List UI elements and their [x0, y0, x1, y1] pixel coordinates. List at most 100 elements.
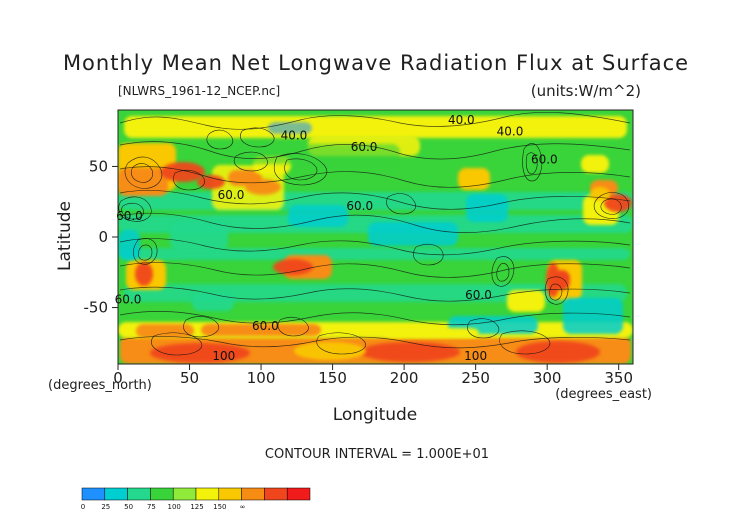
legend-tick-label-5: 100 [168, 503, 181, 511]
contour-label-7: 60.0 [116, 209, 143, 223]
contour-line-7 [119, 262, 631, 278]
contour-label-3: 40.0 [448, 113, 475, 127]
x-axis-note: (degrees_east) [555, 387, 652, 402]
heatmap-hotspot-7 [546, 263, 560, 297]
legend-tick-label-4: 75 [147, 503, 156, 511]
contour-line-24 [491, 256, 515, 287]
plot-axes: 0 50 100 150 200 250 300 350 -50 0 50 [84, 109, 634, 387]
legend-color-10 [286, 487, 311, 501]
heatmap-region-7 [124, 284, 627, 302]
contour-line-19 [600, 198, 622, 215]
contour-line-8 [119, 286, 631, 302]
contour-line-26 [544, 276, 569, 305]
legend-tick-label-1: 0 [81, 503, 85, 511]
heatmap-hotspot-9 [150, 343, 250, 363]
legend-color-7 [218, 487, 242, 501]
contour-label-11: 60.0 [465, 288, 492, 302]
x-tick-label-4: 150 [318, 369, 347, 387]
heatmap-region-31 [118, 230, 140, 260]
legend-color-5 [172, 487, 197, 501]
contour-line-20 [118, 196, 152, 222]
heatmap-hotspot-10 [360, 342, 460, 362]
contour-lines [118, 111, 631, 356]
color-legend: 0 25 50 75 100 125 150 ∞ [81, 487, 311, 511]
legend-tick-label-8: ∞ [240, 503, 246, 511]
contour-line-16 [522, 143, 543, 182]
heatmap-hotspot-5 [273, 259, 313, 275]
heatmap-region-29 [201, 324, 321, 336]
x-tick-label-6: 250 [461, 369, 490, 387]
contour-line-21 [121, 202, 144, 220]
legend-tick-label-2: 25 [101, 503, 110, 511]
x-tick-label-1: 0 [113, 369, 123, 387]
contour-label-9: 60.0 [115, 292, 142, 306]
contour-line-9 [119, 311, 631, 326]
heatmap-region-33 [170, 222, 228, 250]
contour-label-4: 40.0 [497, 124, 524, 138]
contour-labels: 40.0 60.0 40.0 40.0 60.0 60.0 60.0 60.0 60.0 60.0… [115, 113, 558, 363]
chart-title: Monthly Mean Net Longwave Radiation Flux… [63, 51, 689, 75]
legend-tick-label-6: 125 [190, 503, 203, 511]
contour-label-8: 60.0 [346, 199, 373, 213]
y-axis-note: (degrees_north) [48, 378, 152, 393]
contour-label-12: 100 [212, 349, 235, 363]
chart-units: (units:W/m^2) [531, 82, 641, 100]
heatmap-region-32 [192, 293, 234, 311]
contour-line-32 [413, 243, 444, 266]
contour-line-5 [119, 212, 631, 233]
contour-line-6 [119, 238, 631, 256]
contour-line-10 [119, 336, 631, 349]
heatmap-region-3 [118, 322, 633, 338]
x-tick-label-2: 50 [180, 369, 199, 387]
heatmap-hotspot-4 [135, 262, 153, 286]
contour-line-2 [119, 141, 631, 160]
contour-line-15 [173, 169, 205, 191]
legend-color-6 [195, 487, 220, 501]
contour-line-36 [151, 332, 203, 356]
contour-interval-text: CONTOUR INTERVAL = 1.000E+01 [265, 447, 489, 462]
contour-line-38 [499, 330, 551, 355]
heatmap-region-23 [507, 290, 545, 312]
heatmap-region-34 [230, 144, 400, 164]
heatmap-region-30 [384, 328, 479, 338]
x-tick-label-3: 100 [247, 369, 276, 387]
legend-color-2 [104, 487, 128, 501]
contour-line-33 [277, 316, 309, 337]
heatmap-region-4 [118, 192, 633, 210]
heatmap-hotspot-1 [161, 162, 205, 182]
heatmap-region-27 [563, 298, 623, 334]
heatmap-hotspot-11 [516, 341, 600, 363]
heatmap-region-22 [581, 155, 609, 173]
legend-color-4 [150, 487, 174, 501]
contour-label-5: 60.0 [531, 153, 558, 167]
y-tick-label-2: 0 [98, 228, 108, 246]
x-tick-label-8: 350 [604, 369, 633, 387]
legend-tick-label-7: 150 [213, 503, 226, 511]
contour-line-31 [386, 193, 416, 215]
y-tick-label-1: -50 [84, 299, 109, 317]
y-tick-label-3: 50 [89, 157, 108, 175]
heatmap-hotspot-12 [294, 342, 366, 360]
contour-label-13: 100 [464, 349, 487, 363]
legend-color-9 [264, 487, 288, 501]
legend-tick-label-3: 50 [124, 503, 133, 511]
heatmap-hotspot-8 [590, 187, 610, 201]
x-tick-label-7: 300 [533, 369, 562, 387]
heatmap-region-9 [118, 168, 168, 196]
contour-label-10: 60.0 [252, 319, 279, 333]
contour-line-14 [284, 158, 318, 181]
contour-line-1 [119, 111, 631, 130]
contour-line-22 [133, 238, 158, 265]
contour-line-23 [138, 244, 153, 261]
contour-line-25 [496, 263, 510, 282]
legend-color-8 [241, 487, 265, 501]
contour-line-13 [273, 153, 328, 186]
legend-color-1 [81, 487, 106, 501]
legend-color-3 [127, 487, 151, 501]
contour-label-1: 40.0 [281, 129, 308, 143]
heatmap-region-18 [466, 194, 508, 222]
contour-line-4 [119, 189, 631, 210]
contour-label-2: 60.0 [351, 140, 378, 154]
